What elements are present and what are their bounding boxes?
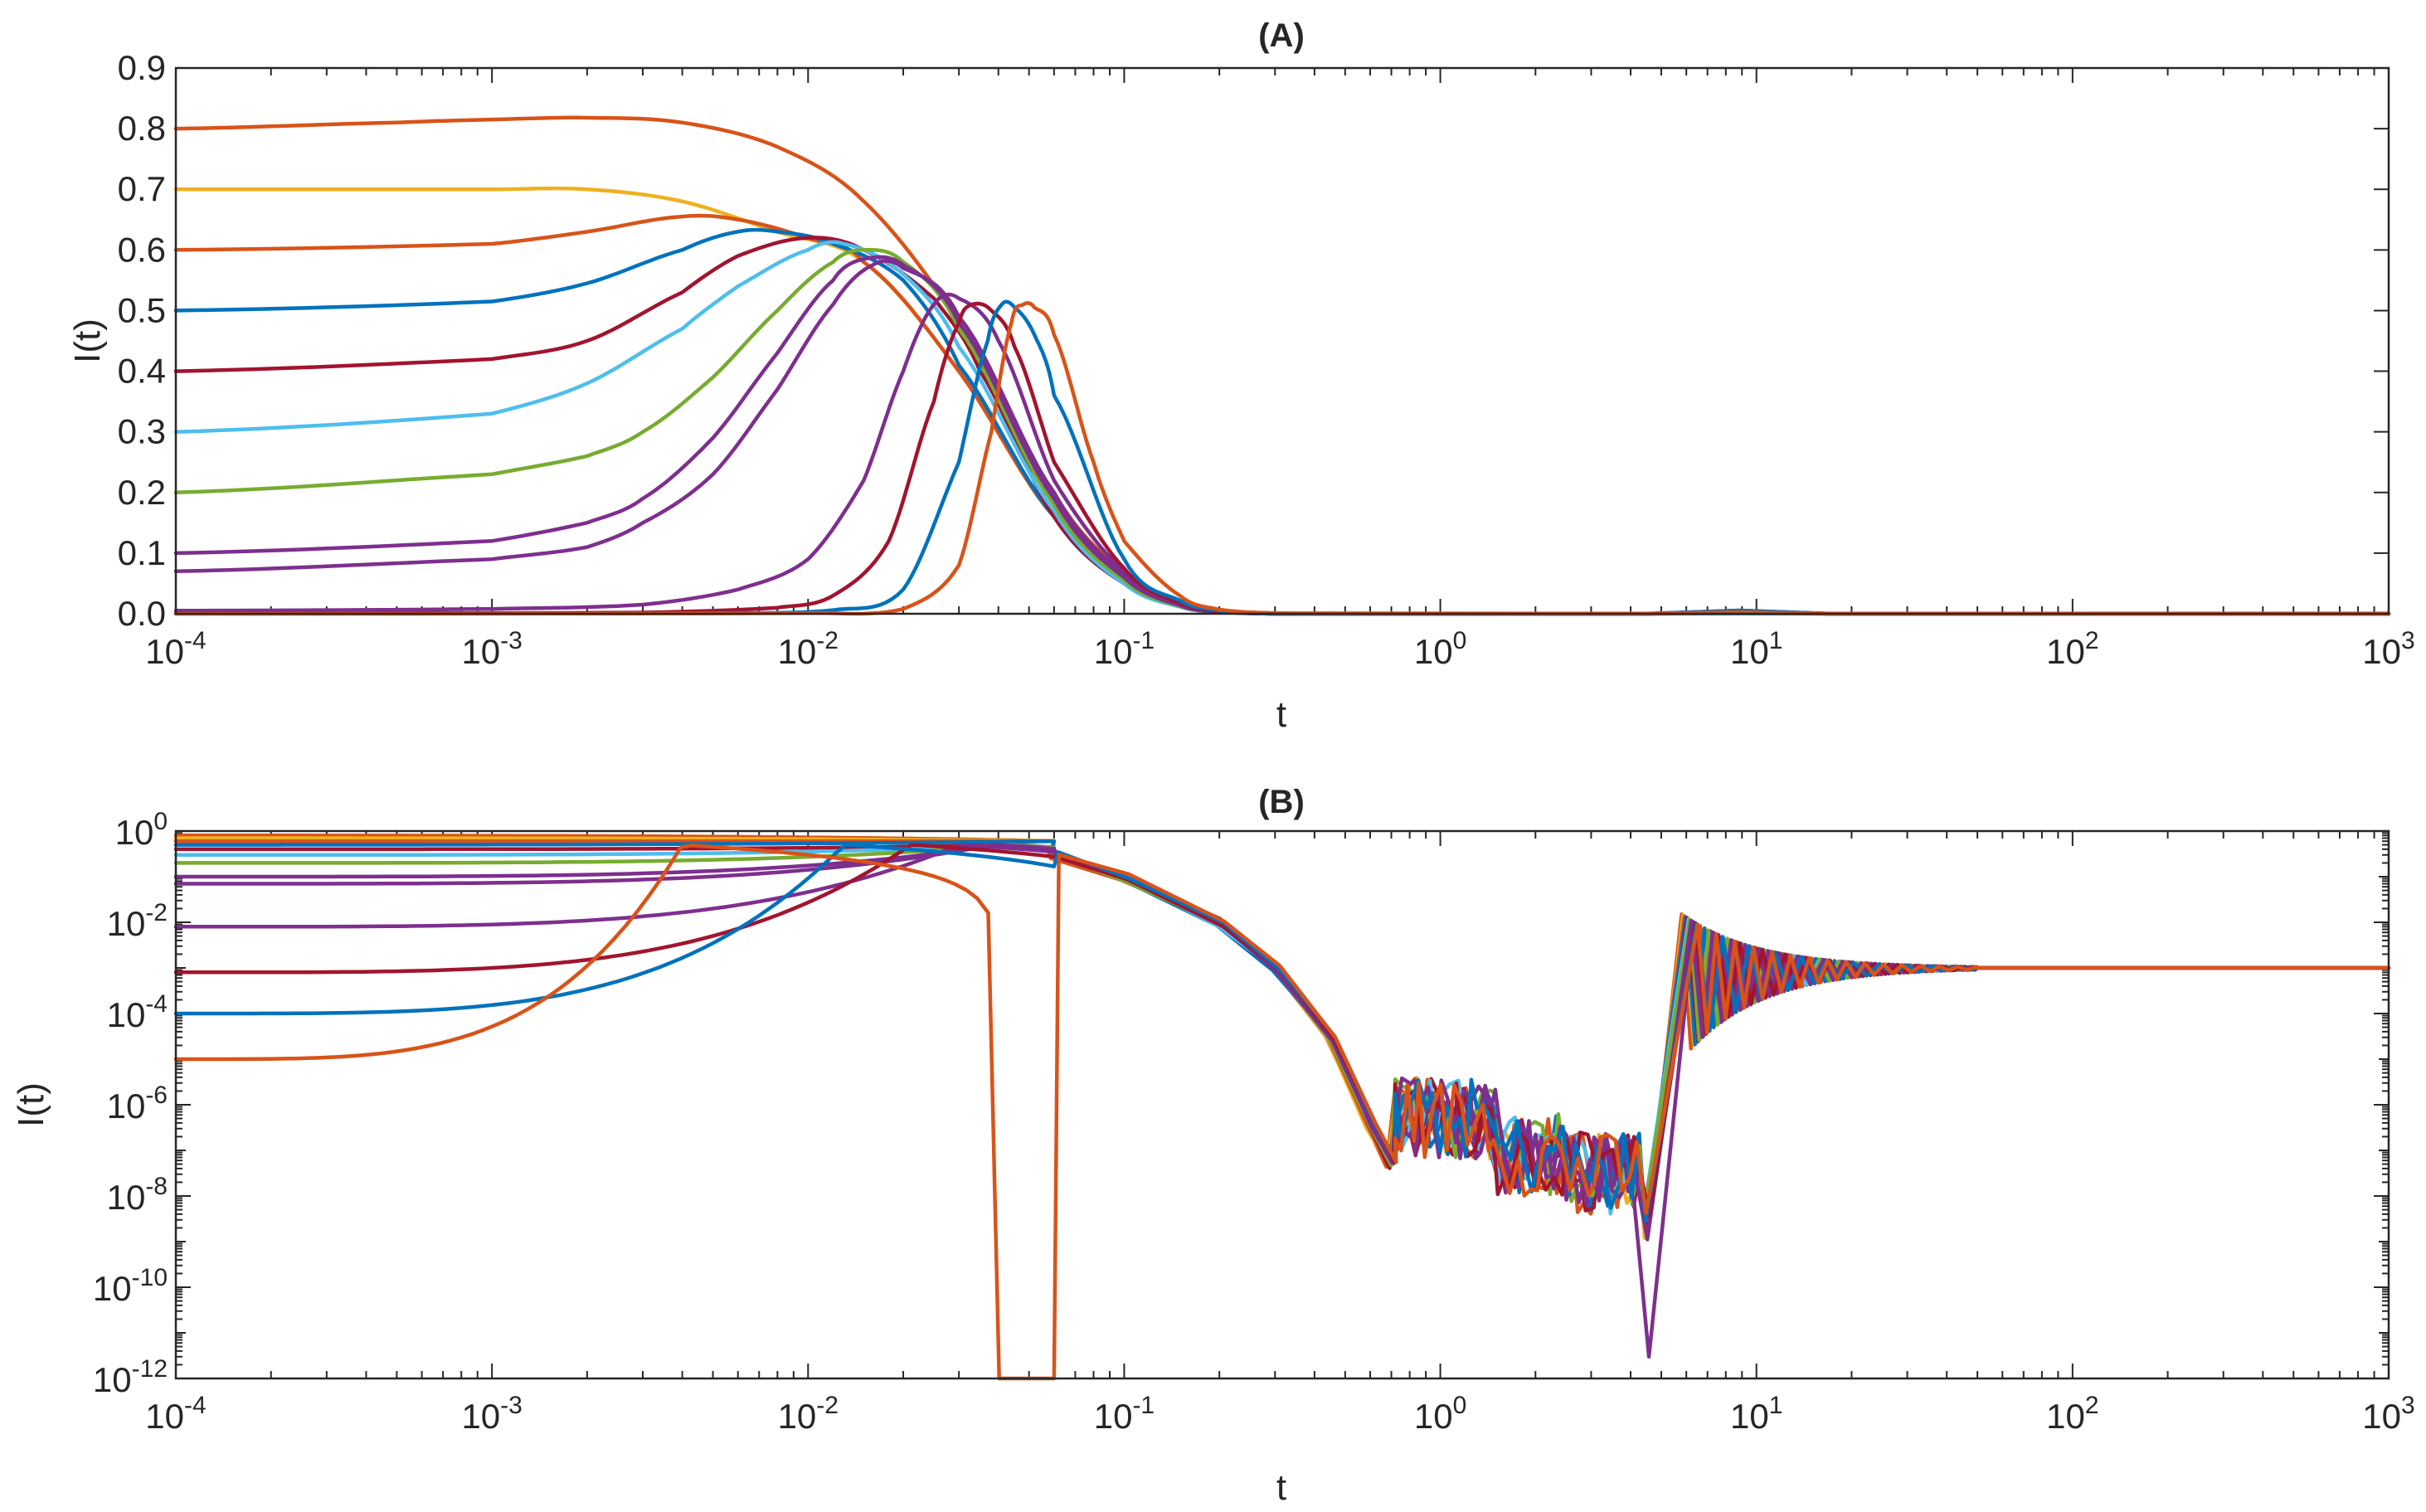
x-tick-label: 102 — [2046, 1392, 2098, 1436]
y-tick-label: 10-10 — [93, 1264, 168, 1308]
panel-b-axes-frame — [174, 829, 2390, 1380]
panel-a-title: (A) — [1258, 17, 1305, 54]
y-tick-label: 0.8 — [118, 109, 166, 148]
panel-b-tick-labels: 10-4 10-3 10-2 10-1 100 101 102 103 10-12 10-10 10… — [93, 808, 2415, 1436]
panel-b-series — [173, 834, 2391, 1381]
y-tick-label: 0.9 — [118, 48, 166, 87]
panel-b-title: (B) — [1258, 784, 1305, 820]
x-tick-label: 10-4 — [145, 627, 206, 671]
panel-b-series-line — [173, 843, 2391, 1242]
y-tick-label: 10-8 — [107, 1173, 168, 1217]
y-tick-label: 10-6 — [107, 1082, 168, 1125]
x-tick-label: 10-1 — [1094, 1392, 1155, 1436]
y-tick-label: 10-12 — [93, 1355, 168, 1399]
x-tick-label: 10-3 — [461, 1392, 522, 1436]
panel-a: (A) 10-4 10-3 10-2 10-1 100 101 102 103 0.0 0.1 0.… — [67, 17, 2415, 735]
y-tick-label: 10-4 — [107, 990, 168, 1034]
y-tick-label: 0.0 — [118, 594, 166, 633]
y-tick-label: 0.1 — [118, 533, 166, 572]
x-tick-label: 10-2 — [778, 1392, 839, 1436]
x-tick-label: 10-3 — [461, 627, 522, 671]
panel-b-xlabel: t — [1276, 1467, 1286, 1508]
y-tick-label: 0.4 — [118, 352, 166, 391]
x-tick-label: 101 — [1730, 627, 1782, 671]
x-tick-label: 10-4 — [145, 1392, 206, 1436]
panel-a-axes-frame — [174, 66, 2390, 615]
panel-a-series-line — [173, 301, 2391, 616]
x-tick-label: 102 — [2046, 627, 2098, 671]
x-tick-label: 101 — [1730, 1392, 1782, 1436]
panel-b: (B) 10-4 10-3 10-2 10-1 100 101 102 10310-1210-… — [11, 784, 2415, 1508]
x-tick-label: 100 — [1414, 1392, 1466, 1436]
x-tick-label: 103 — [2362, 627, 2414, 671]
panel-b-ylabel: I(t) — [11, 1082, 51, 1127]
panel-a-ylabel: I(t) — [67, 318, 108, 363]
x-tick-label: 10-2 — [778, 627, 839, 671]
y-tick-label: 100 — [115, 808, 168, 852]
y-tick-label: 0.7 — [118, 169, 166, 208]
y-tick-label: 0.5 — [118, 290, 166, 329]
y-tick-label: 0.2 — [118, 473, 166, 512]
y-tick-label: 0.6 — [118, 230, 166, 269]
y-tick-label: 0.3 — [118, 412, 166, 451]
x-tick-label: 103 — [2362, 1392, 2414, 1436]
x-tick-label: 100 — [1414, 627, 1466, 671]
panel-a-xlabel: t — [1276, 694, 1286, 735]
y-tick-label: 10-2 — [107, 899, 168, 943]
panel-a-tick-labels: 10-4 10-3 10-2 10-1 100 101 102 103 0.0 0.1 0.2 0.3… — [118, 48, 2415, 671]
x-tick-label: 10-1 — [1094, 627, 1155, 671]
